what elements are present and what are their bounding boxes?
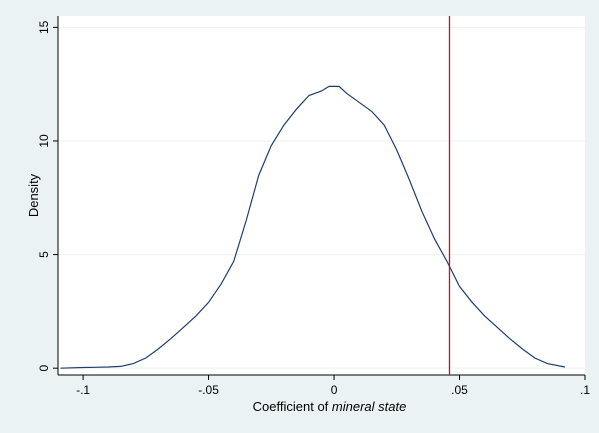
x-axis-label: Coefficient of mineral state [253, 399, 407, 414]
tick-labels: 0 5 10 15 -.1 -.05 0 .05 .1 [37, 20, 590, 397]
plot-area [58, 16, 585, 375]
density-curve [60, 85, 566, 369]
y-tick-label: 0 [37, 365, 51, 372]
y-tick-label: 15 [37, 20, 51, 34]
x-tick-label: -.1 [76, 383, 90, 397]
x-tick-label: 0 [331, 383, 338, 397]
tick-marks [53, 26, 586, 380]
gridlines [58, 26, 585, 369]
x-axis-label-italic: mineral state [332, 399, 406, 414]
x-tick-label: .1 [580, 383, 590, 397]
y-tick-label: 5 [37, 251, 51, 258]
x-tick-label: -.05 [198, 383, 219, 397]
x-tick-label: .05 [451, 383, 468, 397]
x-axis-label-prefix: Coefficient of [253, 399, 332, 414]
y-axis-label: Density [26, 173, 41, 217]
y-tick-label: 10 [37, 134, 51, 148]
axes [57, 16, 585, 376]
